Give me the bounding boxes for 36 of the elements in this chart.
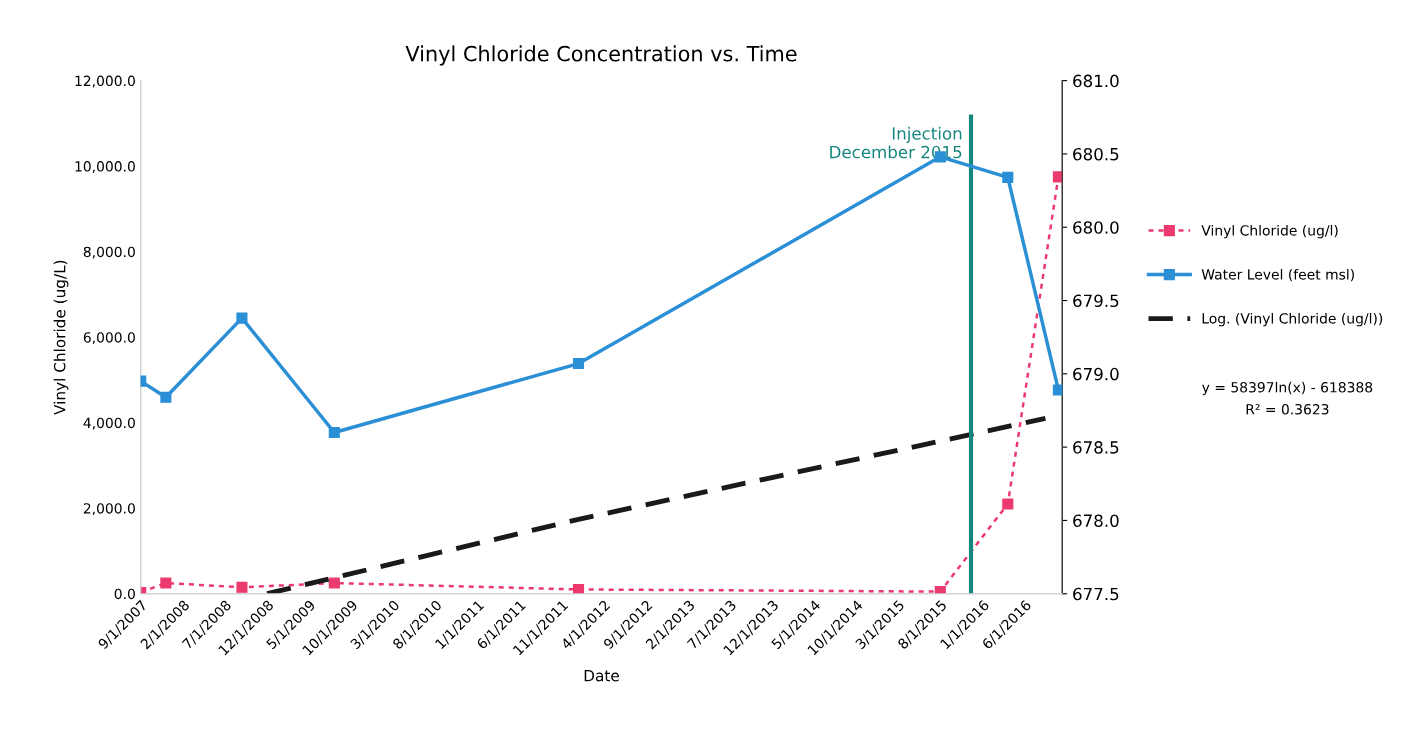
legend-label: Water Level (feet msl) (1201, 268, 1354, 282)
text: y = 58397ln(x) - 618388 (1202, 381, 1373, 396)
point (1052, 171, 1063, 183)
legend-label: Vinyl Chloride (ug/l) (1201, 224, 1338, 239)
y-tick-label: 2,000.0 (83, 503, 135, 516)
text: R² = 0.3623 (1246, 404, 1329, 415)
y-tick-label: 0.0 (114, 588, 135, 600)
y2-tick-label: 678.5 (1073, 441, 1119, 454)
y2-tick-label: 680.5 (1073, 147, 1119, 161)
y-tick-label: 4,000.0 (83, 417, 135, 430)
y-tick-label: 6,000.0 (83, 332, 135, 345)
y2-tick-label: 681.0 (1073, 74, 1119, 88)
y-axis-title: Vinyl Chloride (ug/L) (53, 260, 69, 415)
point (572, 358, 585, 370)
y2-tick-label: 679.5 (1073, 294, 1119, 308)
legend-label: Log. (Vinyl Chloride (ug/l)) (1202, 312, 1383, 327)
point (236, 581, 248, 593)
y2-tick-label: 679.0 (1073, 367, 1119, 381)
point (160, 391, 172, 403)
point (236, 312, 248, 324)
y2-tick-label: 677.5 (1073, 587, 1119, 601)
y-tick-label: 8,000.0 (83, 246, 135, 259)
y-tick-label: 10,000.0 (75, 161, 135, 174)
point (1002, 498, 1014, 510)
chart-title: Vinyl Chloride Concentration vs. Time (405, 45, 797, 66)
point (1052, 384, 1063, 396)
line-series (264, 415, 1048, 594)
x-axis-title: Date (584, 670, 619, 682)
y-tick-label: 12,000.0 (75, 75, 135, 88)
point (1002, 171, 1014, 183)
point (160, 577, 172, 589)
y2-tick-label: 678.0 (1073, 514, 1119, 527)
point (328, 426, 340, 439)
point (328, 577, 340, 589)
point (572, 583, 585, 594)
y2-tick-label: 680.0 (1073, 221, 1119, 234)
